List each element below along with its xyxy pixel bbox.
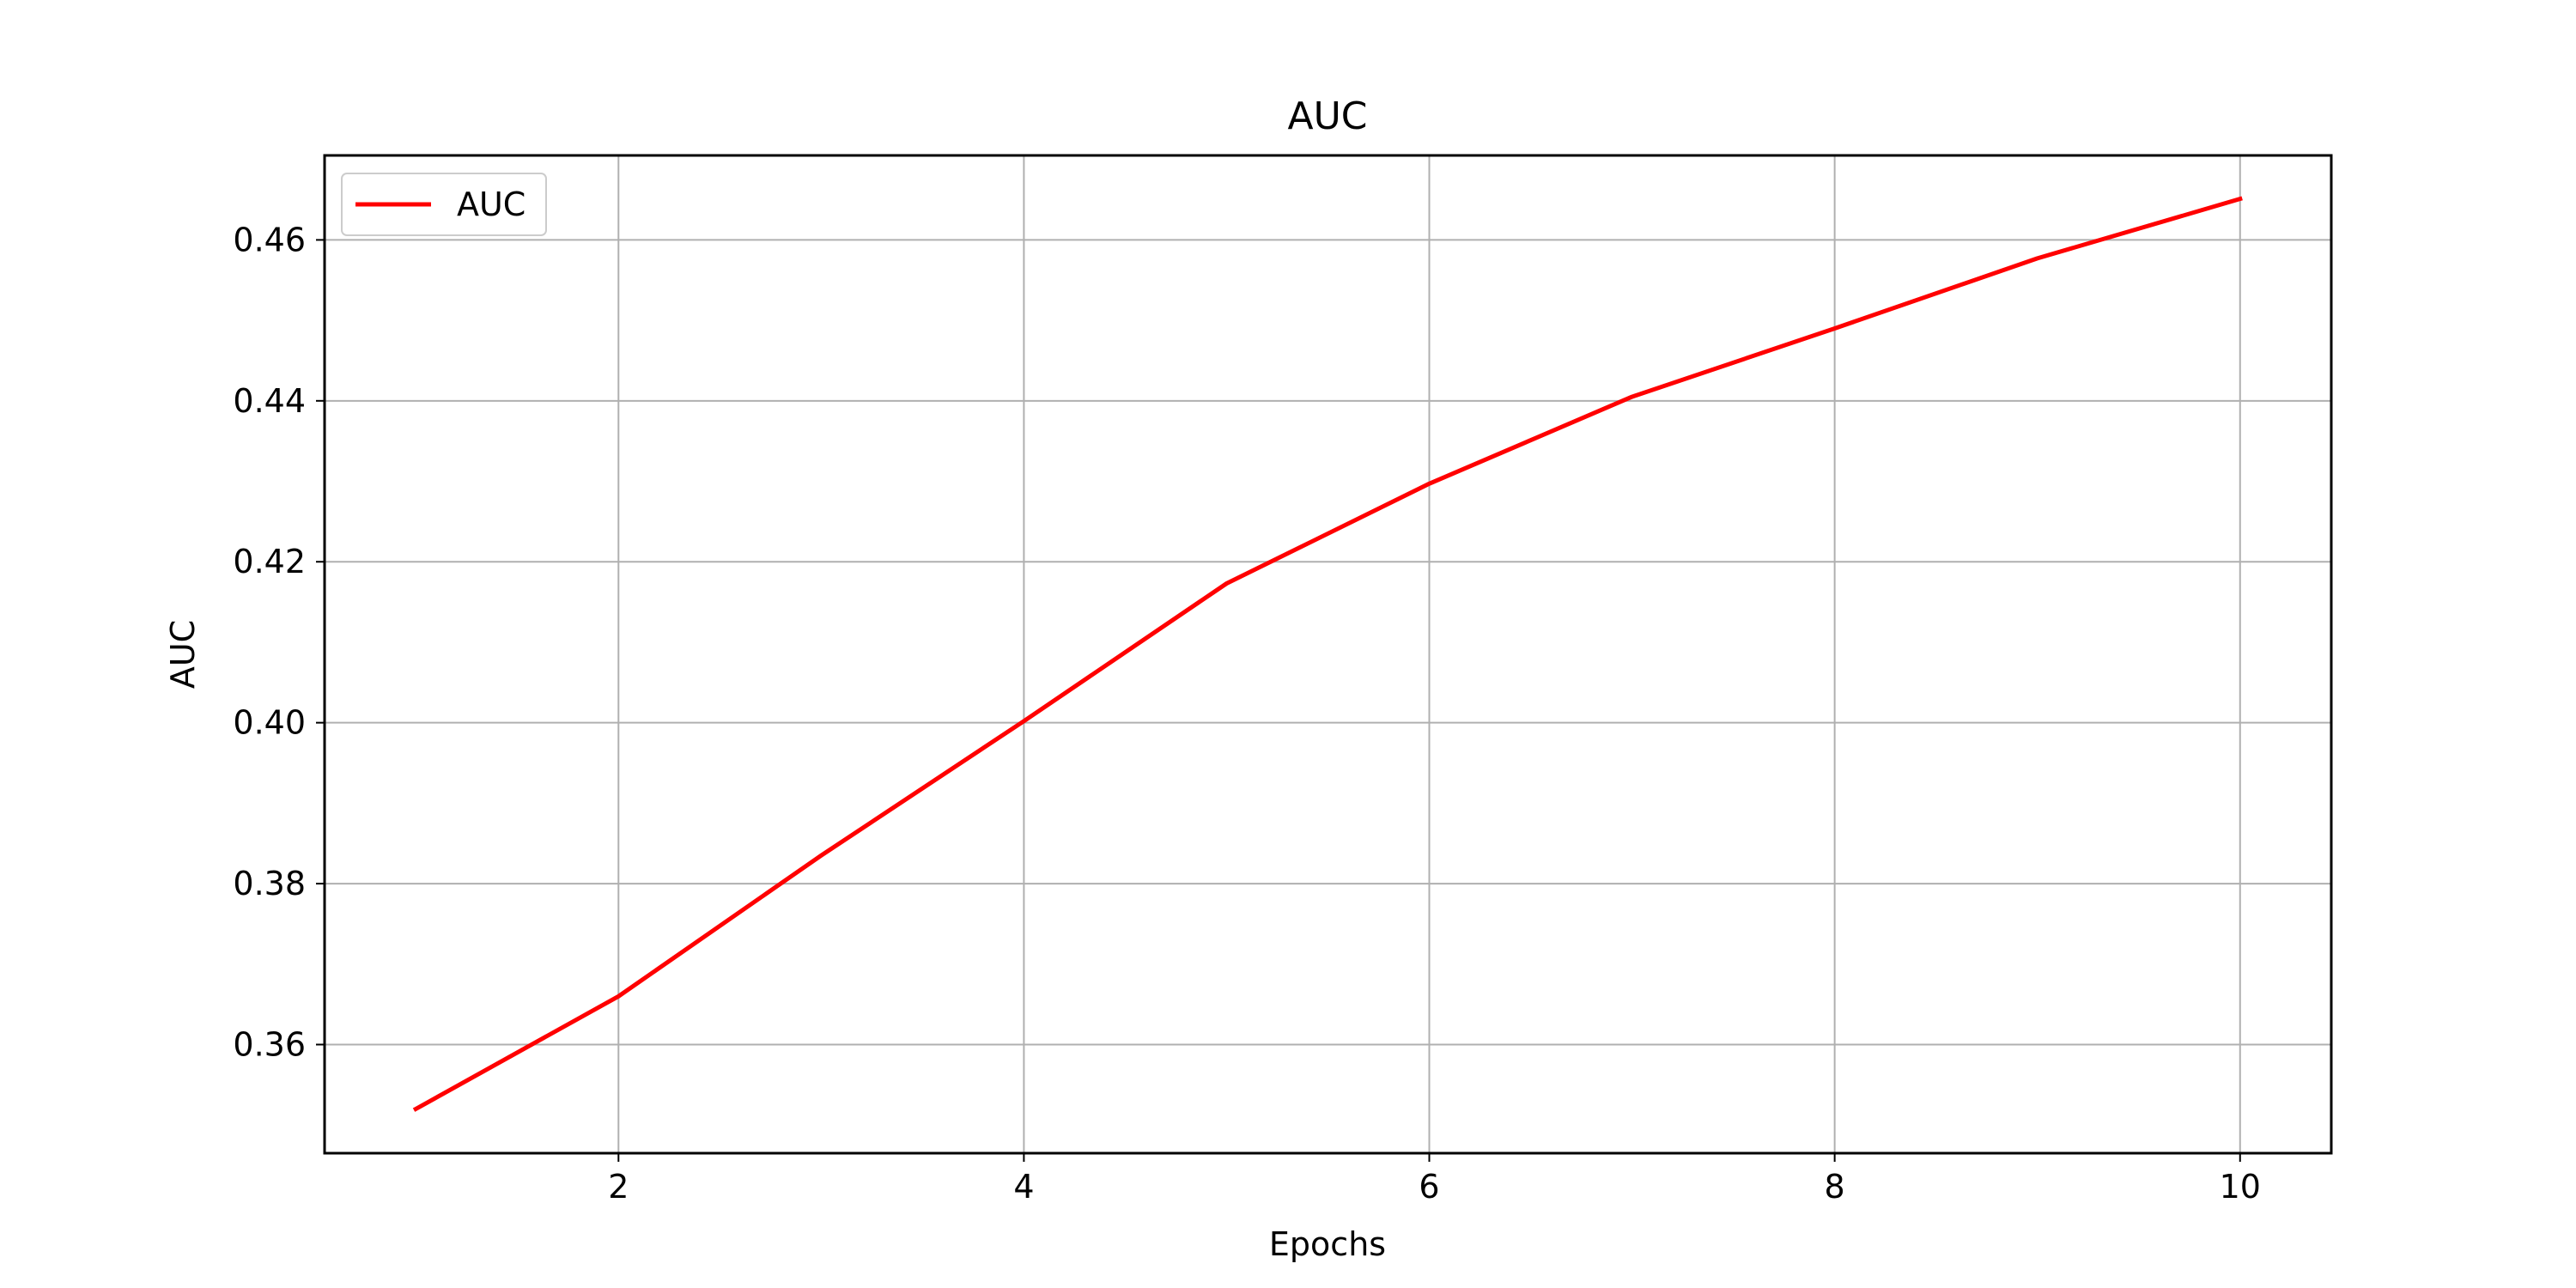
y-tick-label: 0.38 [233,865,306,902]
y-axis-label: AUC [164,620,202,689]
y-axis-ticks: 0.36 0.38 0.40 0.42 0.44 0.46 [233,221,325,1063]
series-layer [412,196,2243,1112]
y-tick-label: 0.36 [233,1025,306,1063]
y-tick-label: 0.42 [233,543,306,580]
x-tick-label: 6 [1419,1168,1439,1206]
plot-area-frame [323,154,2333,1155]
y-tick-label: 0.44 [233,382,306,420]
y-tick-label: 0.46 [233,221,306,258]
x-tick-label: 8 [1825,1168,1845,1206]
legend: AUC [341,173,547,236]
legend-box [341,173,547,236]
x-tick-label: 4 [1013,1168,1034,1206]
series-line-auc [412,196,2243,1112]
x-tick-label: 10 [2220,1168,2261,1206]
chart-title: AUC [1287,94,1367,138]
legend-label-auc: AUC [457,185,526,223]
x-axis-label: Epochs [1269,1225,1386,1263]
x-tick-label: 2 [608,1168,629,1206]
y-tick-label: 0.40 [233,704,306,742]
x-axis-ticks: 2 4 6 8 10 [608,1153,2261,1206]
grid [325,155,2331,1153]
